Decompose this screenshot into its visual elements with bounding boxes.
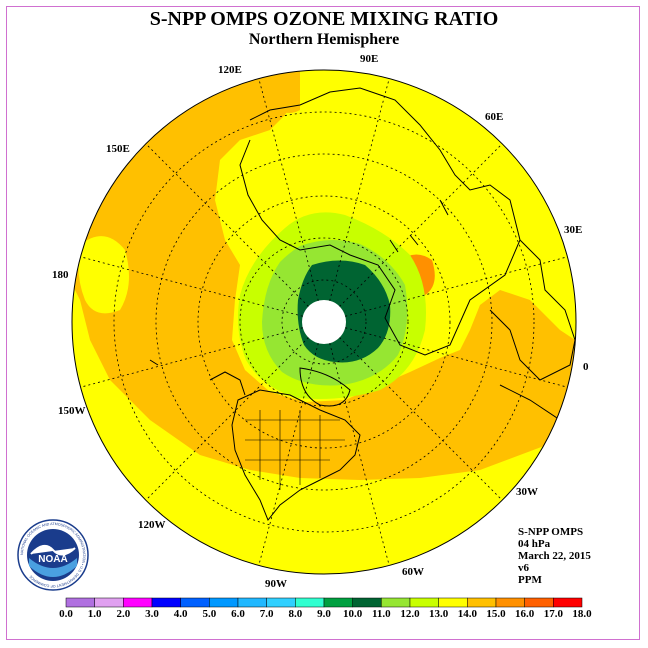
legend-swatch xyxy=(467,597,497,608)
legend-tick-label: 14.0 xyxy=(458,608,478,620)
latitude-circle-0 xyxy=(113,111,535,533)
meridian-line xyxy=(339,143,503,307)
legend-swatch xyxy=(381,597,411,608)
meridian-line xyxy=(345,256,568,317)
legend-tick-label: 13.0 xyxy=(429,608,449,620)
legend-tick-label: 3.0 xyxy=(145,608,159,620)
legend-tick-label: 10.0 xyxy=(343,608,363,620)
legend-tick-label: 17.0 xyxy=(544,608,564,620)
legend-tick-label: 16.0 xyxy=(515,608,535,620)
graticule xyxy=(80,78,568,566)
lon-label-60e: 60E xyxy=(485,111,503,123)
legend-tick-label: 9.0 xyxy=(317,608,331,620)
latitude-circle-20 xyxy=(155,153,493,491)
lon-label-0: 0 xyxy=(583,361,589,373)
coast-greenland xyxy=(299,367,351,407)
lon-label-60w: 60W xyxy=(402,566,424,578)
legend-swatch xyxy=(151,597,181,608)
legend-swatch xyxy=(295,597,325,608)
color-legend: 0.0 1.0 2.0 3.0 4.0 5.0 6.0 7.0 8.0 9.0 10.0 11.0 12… xyxy=(59,597,592,620)
legend-swatch xyxy=(323,597,353,608)
legend-tick-label: 6.0 xyxy=(231,608,245,620)
legend-swatch xyxy=(409,597,439,608)
meridian-line xyxy=(80,256,303,317)
legend-swatch xyxy=(94,597,124,608)
info-date: March 22, 2015 xyxy=(518,550,591,562)
legend-swatch xyxy=(438,597,468,608)
page-subtitle: Northern Hemisphere xyxy=(248,31,400,48)
legend-tick-label: 8.0 xyxy=(288,608,302,620)
info-block: S-NPP OMPS 04 hPa March 22, 2015 v6 PPM xyxy=(518,526,591,586)
legend-tick-label: 0.0 xyxy=(59,608,73,620)
coast-europe xyxy=(489,239,576,381)
legend-swatch xyxy=(65,597,95,608)
legend-swatch xyxy=(553,597,583,608)
coast-eurasia xyxy=(239,87,521,356)
lon-label-90w: 90W xyxy=(265,578,287,590)
lon-label-150w: 150W xyxy=(58,405,86,417)
lon-label-120e: 120E xyxy=(218,64,242,76)
legend-swatch xyxy=(237,597,267,608)
legend-swatch xyxy=(180,597,210,608)
coast-islands xyxy=(149,199,449,366)
lon-label-150e: 150E xyxy=(106,143,130,155)
lon-label-30w: 30W xyxy=(516,486,538,498)
ozone-field xyxy=(72,70,576,574)
coast-alaska xyxy=(209,371,246,396)
chart-frame xyxy=(6,6,640,640)
meridian-lines xyxy=(80,78,568,566)
legend-tick-label: 2.0 xyxy=(116,608,130,620)
legend-swatch xyxy=(524,597,554,608)
latitude-circle-60 xyxy=(239,237,409,407)
map-boundary xyxy=(71,69,577,575)
meridian-line xyxy=(329,343,390,566)
legend-tick-label: 11.0 xyxy=(372,608,391,620)
latitude-circle-40 xyxy=(197,195,451,449)
info-units: PPM xyxy=(518,574,542,586)
field-orange-upper xyxy=(270,70,300,114)
legend-swatch xyxy=(209,597,239,608)
legend-tick-label: 4.0 xyxy=(174,608,188,620)
lon-label-30e: 30E xyxy=(564,224,582,236)
meridian-line xyxy=(145,337,309,501)
meridian-line xyxy=(145,143,309,307)
legend-tick-label: 1.0 xyxy=(88,608,102,620)
field-orange-band xyxy=(72,70,576,480)
legend-swatch xyxy=(352,597,382,608)
meridian-line xyxy=(258,343,319,566)
page-title: S-NPP OMPS OZONE MIXING RATIO xyxy=(149,8,499,30)
meridian-line xyxy=(345,327,568,388)
info-version: v6 xyxy=(518,562,529,574)
legend-tick-label: 7.0 xyxy=(260,608,274,620)
legend-swatch xyxy=(266,597,296,608)
legend-tick-label: 5.0 xyxy=(202,608,216,620)
field-yellow-patch xyxy=(78,236,129,314)
legend-tick-label: 12.0 xyxy=(400,608,420,620)
info-instrument: S-NPP OMPS xyxy=(518,526,584,538)
legend-swatch xyxy=(123,597,153,608)
lon-label-180: 180 xyxy=(52,269,69,281)
pole-hole xyxy=(302,300,346,344)
logo-text: NOAA xyxy=(38,554,67,565)
info-level: 04 hPa xyxy=(518,538,551,550)
legend-tick-label: 15.0 xyxy=(486,608,506,620)
legend-tick-label: 18.0 xyxy=(572,608,592,620)
latitude-circle-80 xyxy=(281,279,367,365)
legend-swatch xyxy=(495,597,525,608)
meridian-line xyxy=(80,327,303,388)
meridian-line xyxy=(329,78,390,301)
lon-label-120w: 120W xyxy=(138,519,166,531)
noaa-logo: NOAA NATIONAL OCEANIC AND ATMOSPHERIC AD… xyxy=(17,519,89,591)
meridian-line xyxy=(339,337,503,501)
lon-label-90e: 90E xyxy=(360,53,378,65)
coast-us-grid xyxy=(245,410,345,490)
meridian-line xyxy=(258,78,319,301)
